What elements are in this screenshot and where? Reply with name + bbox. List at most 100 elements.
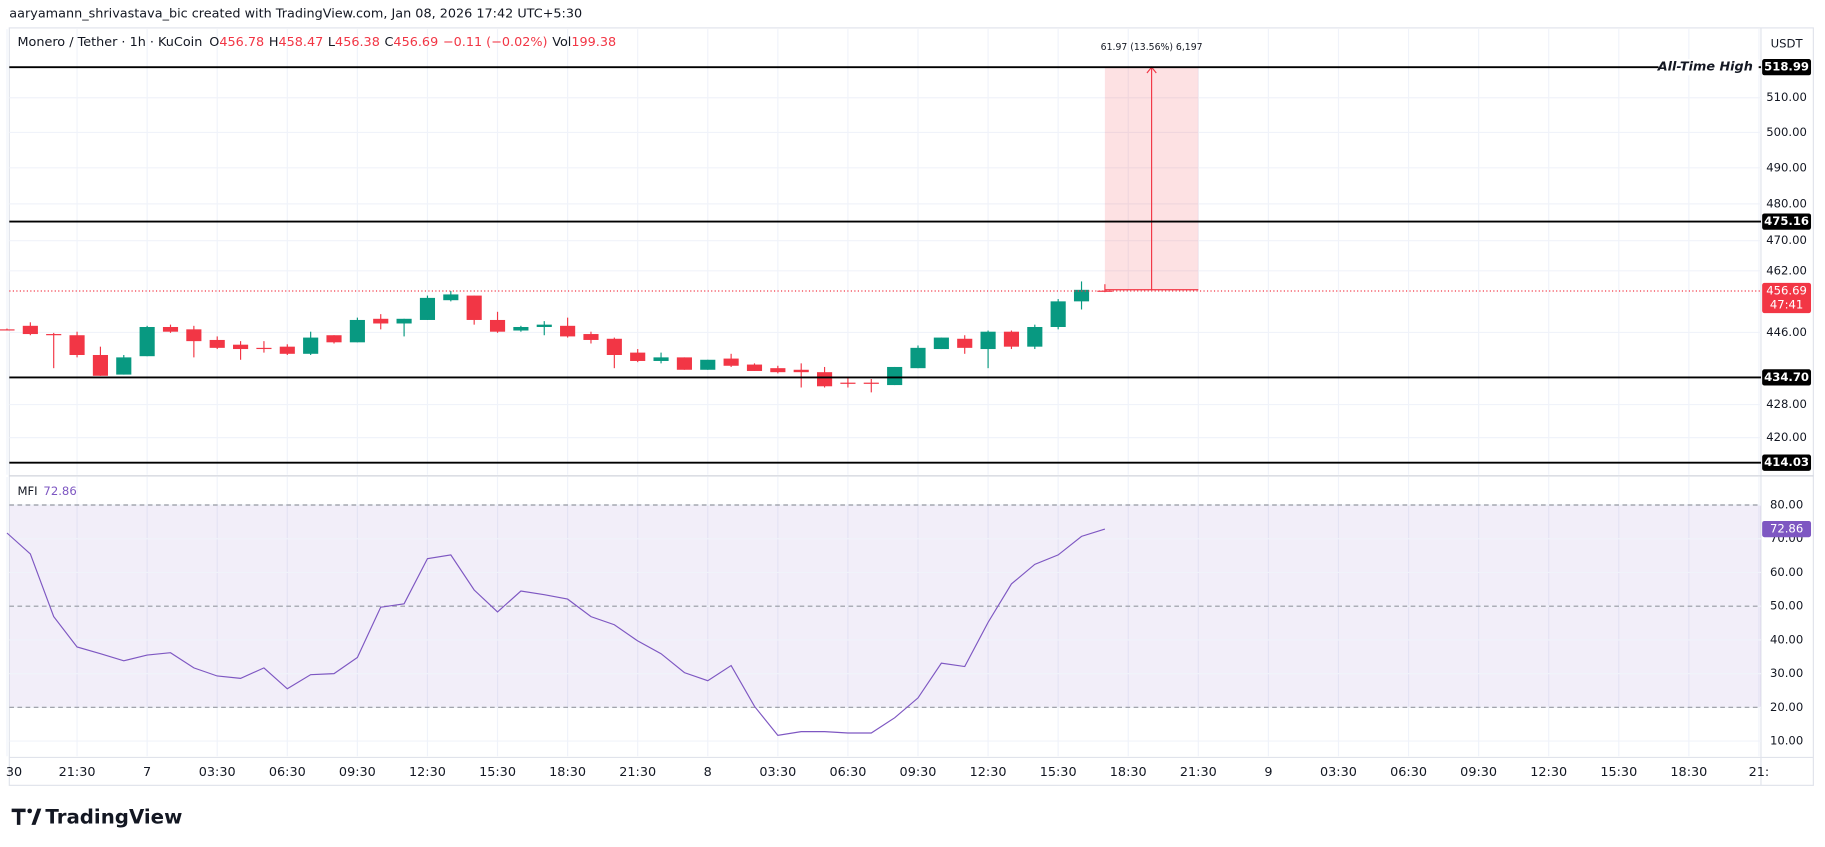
candle-body	[349, 319, 365, 343]
y-tick-label: 20.00	[1770, 700, 1803, 714]
candle-body	[373, 318, 389, 324]
price-label-box	[1762, 282, 1812, 314]
candle-body	[676, 357, 692, 370]
x-tick-label: 21:30	[1180, 765, 1217, 780]
x-tick-label: 15:30	[479, 765, 516, 780]
candle-body	[1027, 326, 1043, 347]
candle-body	[279, 346, 295, 354]
x-tick-label: 30	[6, 765, 22, 780]
currency-label: USDT	[1771, 37, 1804, 51]
candle-body	[443, 294, 459, 301]
candle-body	[303, 337, 319, 354]
level-label-box	[1762, 369, 1812, 386]
candle-body	[396, 318, 412, 324]
y-tick-label: 10.00	[1770, 734, 1803, 748]
candle-body	[980, 331, 996, 350]
x-tick-label: 12:30	[1530, 765, 1567, 780]
candle-body	[793, 369, 809, 373]
y-tick-label: 428.00	[1766, 397, 1807, 411]
legend-value: 456.78	[219, 34, 264, 49]
legend-key: H	[269, 34, 279, 49]
candle-body	[513, 326, 529, 331]
x-tick-label: 15:30	[1600, 765, 1637, 780]
note-bg	[1658, 59, 1759, 76]
y-tick-label: 420.00	[1766, 430, 1807, 444]
legend-key: O	[209, 34, 219, 49]
mfi-line	[6, 528, 1106, 736]
x-tick-label: 09:30	[1460, 765, 1497, 780]
candle-body	[489, 319, 506, 332]
x-tick-label: 06:30	[269, 765, 306, 780]
mfi-label: 72.86	[1770, 522, 1803, 536]
x-tick-label: 21:30	[59, 765, 96, 780]
candle-body	[817, 372, 833, 387]
candle-body	[606, 338, 622, 355]
candle-body	[116, 357, 132, 375]
mfi-name: MFI	[17, 483, 37, 497]
candle-body	[910, 347, 926, 369]
candle-body	[209, 339, 225, 348]
x-tick-label: 7	[143, 765, 151, 780]
price-label: 456.69	[1766, 284, 1807, 298]
candle-body	[139, 326, 155, 357]
candle-body	[536, 324, 552, 327]
level-label-box	[1762, 213, 1812, 230]
candle-body	[233, 344, 249, 350]
x-tick-label: 03:30	[1320, 765, 1357, 780]
candle-body	[92, 354, 108, 376]
legend-key: Vol	[552, 34, 571, 49]
candle-body	[887, 366, 903, 386]
countdown: 47:41	[1770, 297, 1804, 311]
legend-value: 456.69	[393, 34, 438, 49]
brand: TradingView	[45, 805, 182, 828]
candle-body	[770, 368, 786, 373]
legend-key: C	[385, 34, 394, 49]
candle-body	[256, 347, 272, 350]
candle-body	[957, 338, 973, 348]
legend-key: L	[328, 34, 336, 49]
candle-body	[0, 329, 15, 331]
level-label: 414.03	[1764, 455, 1809, 469]
x-tick-label: 21:30	[619, 765, 656, 780]
y-tick-label: 30.00	[1770, 666, 1803, 680]
symbol: Monero / Tether · 1h · KuCoin	[17, 34, 202, 49]
level-note: All-Time High	[1657, 60, 1753, 75]
candle-body	[46, 334, 62, 336]
candle-body	[466, 295, 482, 320]
x-tick-label: 18:30	[1110, 765, 1147, 780]
x-tick-label: 8	[704, 765, 712, 780]
legend-value: 199.38	[571, 34, 616, 49]
y-tick-label: 470.00	[1766, 233, 1807, 247]
candle-body	[1050, 301, 1066, 327]
candle-body	[840, 382, 856, 384]
x-tick-label: 09:30	[900, 765, 937, 780]
x-tick-label: 9	[1264, 765, 1272, 780]
y-tick-label: 50.00	[1770, 599, 1803, 613]
y-tick-label: 40.00	[1770, 632, 1803, 646]
x-tick-label: 06:30	[829, 765, 866, 780]
x-tick-label: 12:30	[409, 765, 446, 780]
candle-body	[1003, 331, 1020, 347]
measure-label: 61.97 (13.56%) 6,197	[1101, 42, 1203, 53]
candle-body	[560, 325, 576, 337]
candle-body	[69, 335, 85, 355]
y-tick-label: 446.00	[1766, 325, 1807, 339]
legend-value: 458.47	[278, 34, 323, 49]
y-tick-label: 60.00	[1770, 565, 1803, 579]
x-tick-label: 09:30	[339, 765, 376, 780]
x-tick-label: 18:30	[549, 765, 586, 780]
mfi-label-box	[1762, 520, 1812, 538]
x-tick-label: 12:30	[970, 765, 1007, 780]
candle-body	[583, 334, 599, 340]
y-tick-label: 490.00	[1766, 160, 1807, 174]
y-tick-label: 462.00	[1766, 263, 1807, 277]
x-tick-label: 18:30	[1670, 765, 1707, 780]
candle-body	[22, 325, 38, 335]
x-tick-label: 15:30	[1040, 765, 1077, 780]
y-tick-label: 510.00	[1766, 90, 1807, 104]
x-tick-label: 06:30	[1390, 765, 1427, 780]
frame	[8, 27, 1814, 786]
